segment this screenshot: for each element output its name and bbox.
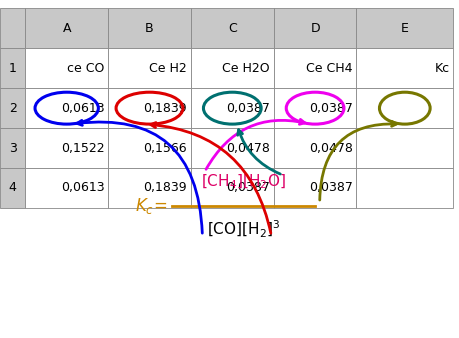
- Text: ce CO: ce CO: [67, 62, 104, 75]
- Text: 0,0387: 0,0387: [226, 102, 269, 115]
- Bar: [190, 168, 273, 208]
- Bar: [190, 8, 273, 48]
- Text: C: C: [227, 22, 236, 35]
- Bar: [0, 8, 25, 48]
- Text: Ce H2O: Ce H2O: [222, 62, 269, 75]
- Bar: [25, 88, 108, 128]
- Bar: [25, 128, 108, 168]
- Bar: [108, 8, 190, 48]
- Text: 0,0387: 0,0387: [226, 182, 269, 194]
- Text: 2: 2: [9, 102, 17, 115]
- Text: $[\mathsf{CO}][\mathsf{H_2}]^3$: $[\mathsf{CO}][\mathsf{H_2}]^3$: [207, 219, 280, 240]
- Text: $[\mathsf{CH_4}][\mathsf{H_2O}]$: $[\mathsf{CH_4}][\mathsf{H_2O}]$: [201, 173, 285, 191]
- Text: 0,0478: 0,0478: [226, 142, 269, 154]
- FancyArrowPatch shape: [319, 121, 396, 200]
- Text: 0,0613: 0,0613: [61, 102, 104, 115]
- Text: 0,1839: 0,1839: [143, 102, 187, 115]
- Text: 4: 4: [9, 182, 17, 194]
- Bar: [25, 48, 108, 88]
- Text: 0,1522: 0,1522: [61, 142, 104, 154]
- Bar: [0, 88, 25, 128]
- Bar: [356, 48, 452, 88]
- Bar: [108, 128, 190, 168]
- Bar: [356, 128, 452, 168]
- Bar: [0, 168, 25, 208]
- Bar: [25, 168, 108, 208]
- Bar: [108, 168, 190, 208]
- Bar: [108, 48, 190, 88]
- Bar: [273, 128, 356, 168]
- Bar: [273, 168, 356, 208]
- FancyArrowPatch shape: [206, 119, 304, 169]
- Bar: [356, 8, 452, 48]
- Bar: [108, 88, 190, 128]
- Bar: [190, 88, 273, 128]
- Text: Ce H2: Ce H2: [149, 62, 187, 75]
- Text: Kc: Kc: [433, 62, 448, 75]
- Text: 0,0387: 0,0387: [308, 102, 352, 115]
- FancyArrowPatch shape: [151, 123, 270, 233]
- Bar: [0, 48, 25, 88]
- Bar: [190, 48, 273, 88]
- Text: 1: 1: [9, 62, 17, 75]
- Bar: [356, 88, 452, 128]
- FancyArrowPatch shape: [77, 120, 202, 233]
- Text: 0,0613: 0,0613: [61, 182, 104, 194]
- Text: 3: 3: [9, 142, 17, 154]
- Text: D: D: [310, 22, 319, 35]
- Bar: [25, 8, 108, 48]
- Bar: [273, 88, 356, 128]
- Bar: [190, 128, 273, 168]
- Bar: [356, 168, 452, 208]
- Text: B: B: [145, 22, 153, 35]
- Text: 0,0478: 0,0478: [308, 142, 352, 154]
- Text: Ce CH4: Ce CH4: [306, 62, 352, 75]
- Bar: [0, 128, 25, 168]
- Bar: [273, 48, 356, 88]
- Text: $\mathit{K}_c\!=\!$: $\mathit{K}_c\!=\!$: [135, 196, 168, 216]
- Bar: [273, 8, 356, 48]
- Text: 0,0387: 0,0387: [308, 182, 352, 194]
- Text: 0,1839: 0,1839: [143, 182, 187, 194]
- FancyArrowPatch shape: [237, 130, 280, 174]
- Text: 0,1566: 0,1566: [143, 142, 187, 154]
- Text: A: A: [62, 22, 71, 35]
- Text: E: E: [400, 22, 408, 35]
